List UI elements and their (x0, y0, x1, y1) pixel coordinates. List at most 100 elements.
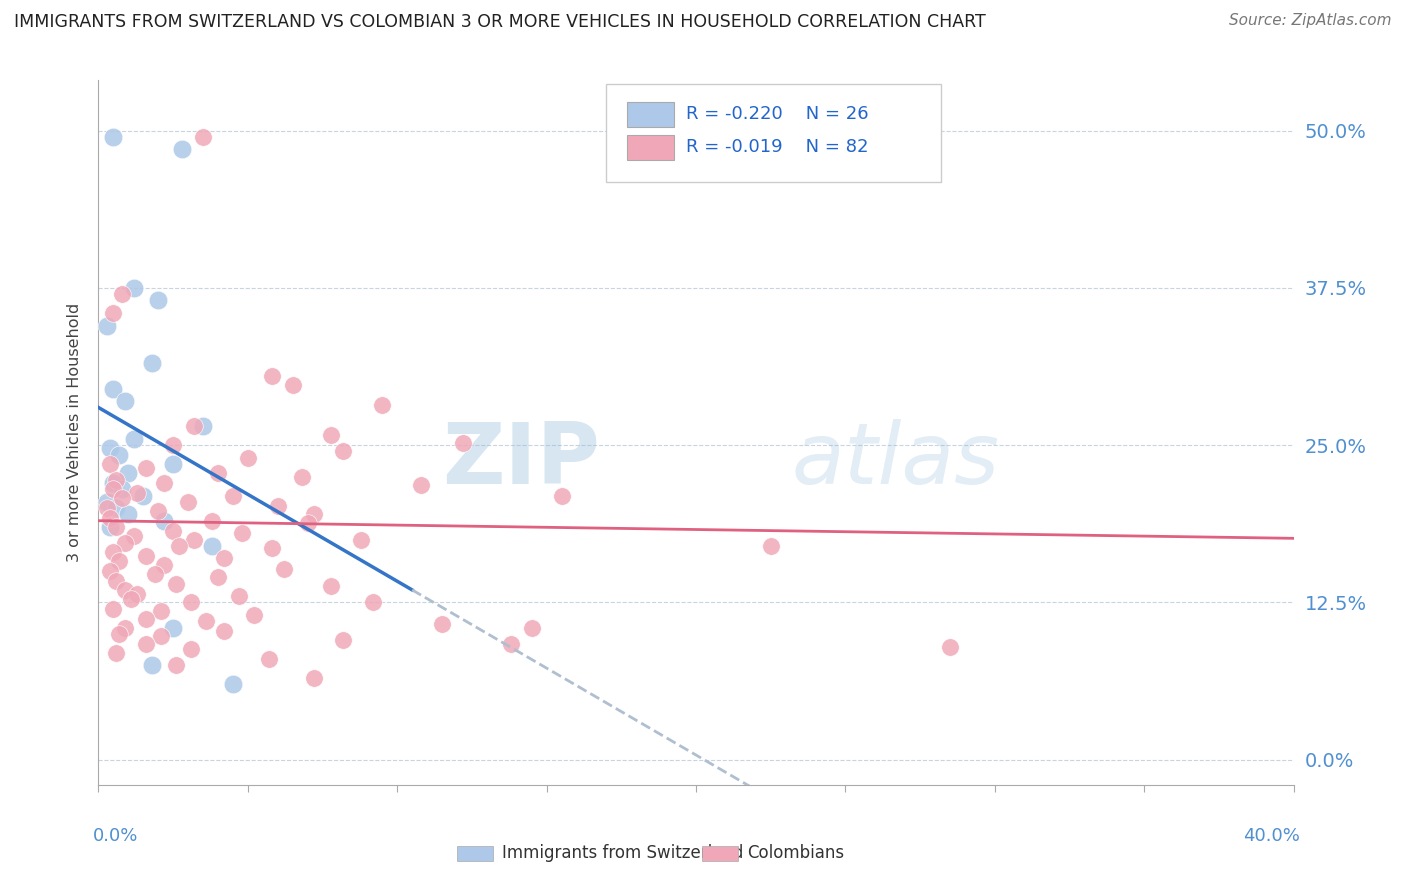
Point (302, 671, 325, 685)
Point (105, 474, 128, 488)
Point (135, 549, 157, 563)
Point (451, 435, 474, 450)
Point (499, 637, 522, 651)
Point (267, 499, 290, 513)
Point (260, 541, 283, 556)
Point (132, 489, 155, 503)
Point (162, 438, 184, 452)
Point (281, 377, 304, 392)
Text: 0.0%: 0.0% (93, 827, 138, 846)
Point (222, 677, 245, 691)
Text: R = -0.220    N = 26: R = -0.220 N = 26 (686, 105, 869, 123)
Text: Immigrants from Switzerland: Immigrants from Switzerland (502, 845, 744, 863)
Point (114, 582, 136, 597)
Point (332, 444, 354, 458)
Point (172, 143, 194, 157)
Point (228, 589, 250, 603)
Point (162, 621, 184, 635)
Point (201, 539, 224, 553)
Point (117, 466, 139, 480)
Text: Source: ZipAtlas.com: Source: ZipAtlas.com (1229, 13, 1392, 29)
Point (105, 574, 128, 588)
Point (153, 558, 176, 572)
FancyBboxPatch shape (627, 102, 675, 128)
Text: R = -0.019    N = 82: R = -0.019 N = 82 (686, 138, 869, 156)
Point (143, 566, 166, 581)
Point (98, 457, 122, 471)
Point (108, 554, 131, 568)
Point (111, 491, 134, 505)
Point (212, 624, 235, 639)
Point (96, 318, 118, 333)
Point (141, 658, 163, 673)
Point (135, 461, 157, 475)
Point (127, 587, 149, 601)
Point (150, 630, 173, 644)
Point (183, 419, 205, 434)
Text: Colombians: Colombians (748, 845, 845, 863)
Point (111, 287, 134, 301)
Point (103, 602, 125, 616)
Point (124, 432, 146, 446)
Point (180, 642, 202, 657)
Point (98, 511, 122, 525)
Point (103, 129, 125, 144)
Point (135, 637, 157, 651)
Point (195, 615, 218, 629)
Point (148, 503, 170, 517)
FancyBboxPatch shape (702, 846, 738, 861)
Point (103, 545, 125, 559)
Point (180, 595, 202, 609)
Text: atlas: atlas (792, 419, 1000, 502)
Point (291, 469, 314, 483)
Point (98, 564, 122, 578)
Point (120, 591, 142, 606)
FancyBboxPatch shape (627, 135, 675, 160)
Point (550, 489, 572, 503)
Text: ZIP: ZIP (443, 419, 600, 502)
Point (96, 501, 118, 516)
Point (105, 520, 128, 534)
Point (260, 369, 283, 384)
Point (98, 441, 122, 455)
Point (363, 595, 385, 609)
Point (257, 652, 280, 666)
Point (98, 520, 122, 534)
Point (297, 516, 319, 531)
Point (127, 486, 149, 500)
Point (148, 293, 170, 308)
Point (321, 428, 343, 442)
Point (520, 621, 543, 635)
Point (105, 646, 128, 660)
Point (730, 136, 752, 151)
Text: IMMIGRANTS FROM SWITZERLAND VS COLOMBIAN 3 OR MORE VEHICLES IN HOUSEHOLD CORRELA: IMMIGRANTS FROM SWITZERLAND VS COLOMBIAN… (14, 13, 986, 31)
Point (332, 633, 354, 648)
Point (191, 129, 214, 144)
Point (114, 536, 136, 550)
Text: 40.0%: 40.0% (1243, 827, 1299, 846)
Point (759, 539, 782, 553)
Point (165, 658, 187, 673)
Point (108, 627, 131, 641)
Point (153, 475, 176, 490)
Point (222, 489, 245, 503)
Point (167, 539, 190, 553)
Point (114, 394, 136, 409)
Point (207, 570, 229, 584)
Point (96, 495, 118, 509)
Y-axis label: 3 or more Vehicles in Household: 3 or more Vehicles in Household (67, 303, 83, 562)
Point (231, 526, 253, 541)
Point (103, 382, 125, 396)
Point (105, 501, 128, 516)
FancyBboxPatch shape (606, 84, 941, 183)
Point (135, 612, 157, 626)
Point (321, 579, 343, 593)
Point (111, 482, 134, 496)
Point (162, 457, 184, 471)
Point (302, 508, 325, 522)
Point (371, 398, 394, 412)
Point (939, 640, 962, 654)
Point (114, 621, 136, 635)
Point (207, 466, 229, 480)
Point (153, 514, 176, 528)
